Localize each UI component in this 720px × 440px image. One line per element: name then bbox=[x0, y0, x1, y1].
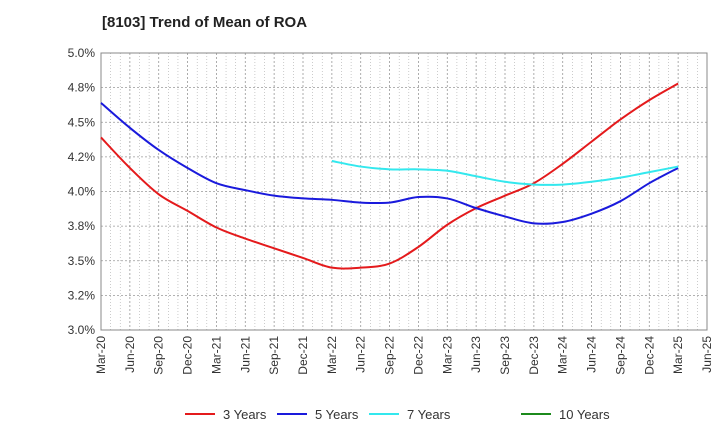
x-tick-label: Mar-23 bbox=[440, 336, 454, 374]
x-tick-label: Sep-20 bbox=[152, 336, 166, 375]
y-tick-label: 3.0% bbox=[68, 323, 96, 337]
x-tick-label: Jun-23 bbox=[469, 336, 483, 373]
legend-label-5-years: 5 Years bbox=[315, 407, 359, 422]
x-tick-label: Mar-21 bbox=[209, 336, 223, 374]
y-tick-label: 3.2% bbox=[68, 288, 96, 302]
x-tick-label: Mar-24 bbox=[556, 336, 570, 374]
y-tick-label: 3.8% bbox=[68, 219, 96, 233]
legend-label-3-years: 3 Years bbox=[223, 407, 267, 422]
series-line-7-years bbox=[331, 160, 679, 186]
x-tick-label: Sep-24 bbox=[613, 336, 627, 375]
x-tick-label: Dec-23 bbox=[527, 336, 541, 375]
y-tick-label: 4.5% bbox=[68, 115, 96, 129]
series-lines bbox=[100, 82, 679, 270]
x-tick-label: Sep-22 bbox=[383, 336, 397, 375]
x-tick-label: Mar-25 bbox=[671, 336, 685, 374]
y-tick-label: 4.8% bbox=[68, 81, 96, 95]
series-line-5-years bbox=[100, 102, 679, 225]
y-tick-label: 5.0% bbox=[68, 46, 96, 60]
y-tick-label: 3.5% bbox=[68, 254, 96, 268]
x-tick-label: Mar-20 bbox=[94, 336, 108, 374]
chart-title: [8103] Trend of Mean of ROA bbox=[102, 14, 308, 31]
x-tick-label: Mar-22 bbox=[325, 336, 339, 374]
x-tick-label: Jun-24 bbox=[585, 336, 599, 373]
legend-label-7-years: 7 Years bbox=[407, 407, 451, 422]
x-tick-label: Dec-24 bbox=[642, 336, 656, 375]
y-tick-label: 4.2% bbox=[68, 150, 96, 164]
x-tick-label: Jun-20 bbox=[123, 336, 137, 373]
grid bbox=[101, 53, 707, 330]
x-tick-label: Dec-22 bbox=[411, 336, 425, 375]
x-tick-label: Jun-21 bbox=[238, 336, 252, 373]
x-tick-label: Sep-23 bbox=[498, 336, 512, 375]
x-tick-label: Jun-25 bbox=[700, 336, 714, 373]
x-axis-ticks: Mar-20 Jun-20 Sep-20 Dec-20 Mar-21 Jun-21 Sep-… bbox=[94, 336, 714, 375]
y-tick-label: 4.0% bbox=[68, 185, 96, 199]
x-tick-label: Jun-22 bbox=[354, 336, 368, 373]
legend-label-10-years: 10 Years bbox=[559, 407, 610, 422]
plot-frame bbox=[100, 52, 708, 331]
x-tick-label: Sep-21 bbox=[267, 336, 281, 375]
series-line-3-years bbox=[100, 82, 679, 270]
x-tick-label: Dec-21 bbox=[296, 336, 310, 375]
legend: 3 Years 5 Years 7 Years 10 Years bbox=[185, 407, 610, 422]
x-tick-label: Dec-20 bbox=[181, 336, 195, 375]
y-axis-ticks: 3.0% 3.2% 3.5% 3.8% 4.0% 4.2% 4.5% 4.8% 5.0% bbox=[68, 46, 96, 337]
